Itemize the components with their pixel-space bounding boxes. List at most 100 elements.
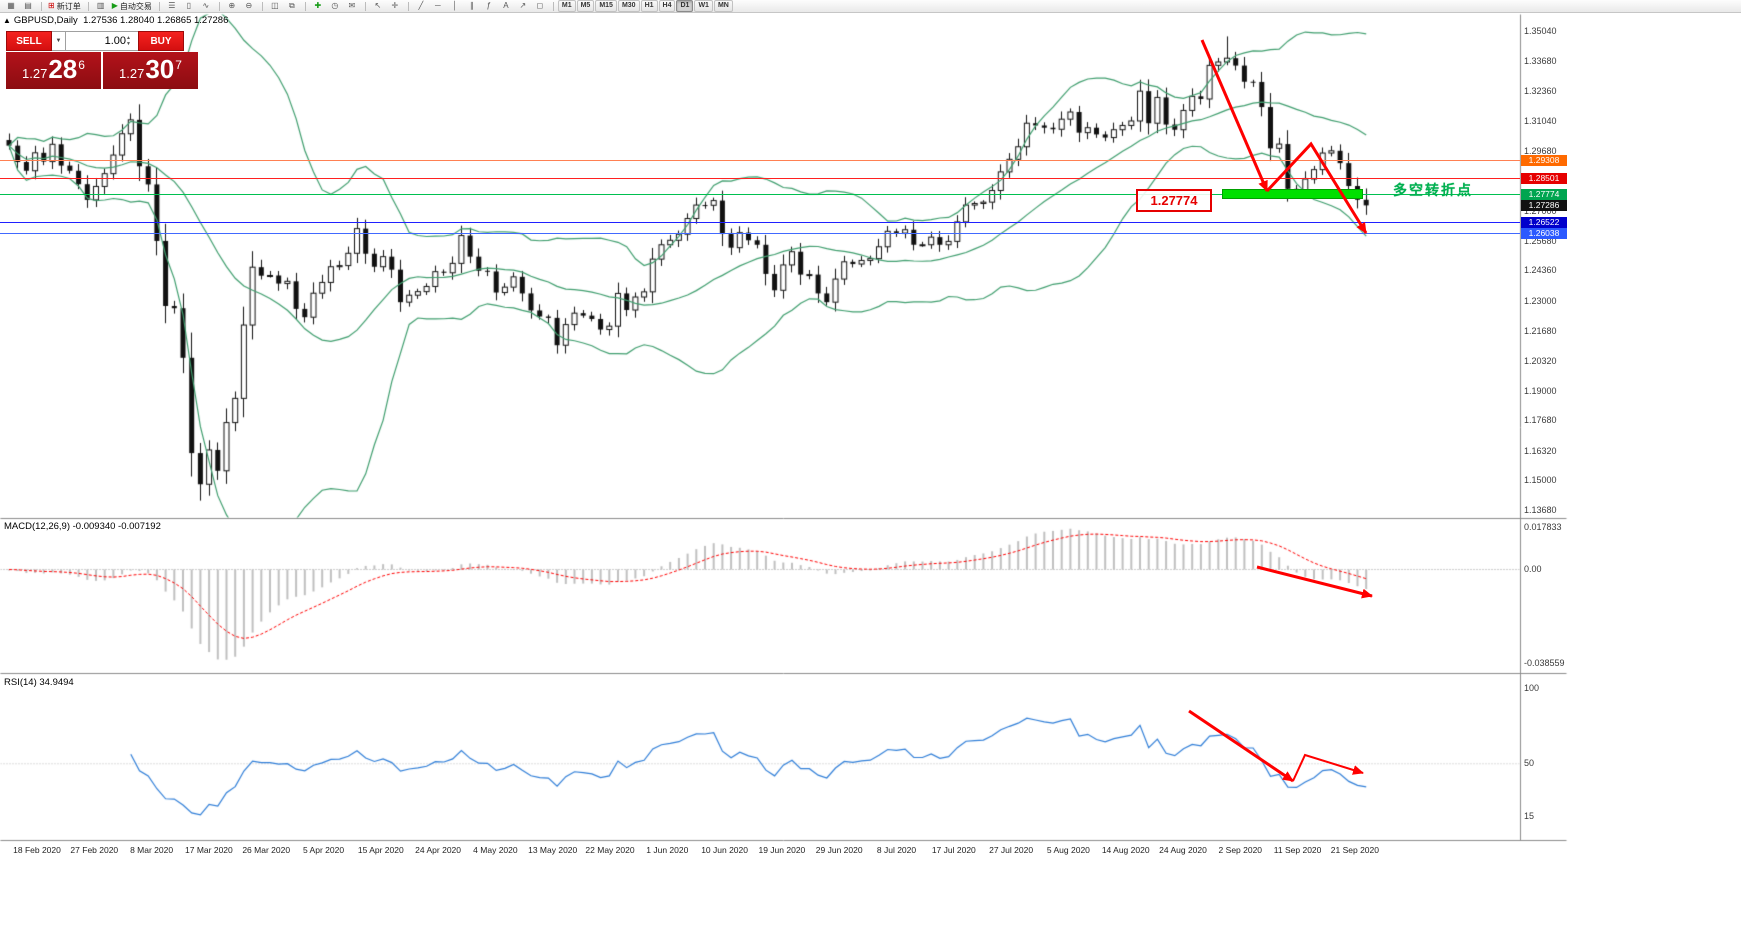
cascade-windows-icon: ⧉ bbox=[289, 1, 295, 10]
volume-dropdown[interactable]: ▼ bbox=[52, 31, 66, 51]
chart-title: ▲ GBPUSD,Daily 1.27536 1.28040 1.26865 1.… bbox=[3, 15, 228, 26]
time-axis-label: 24 Aug 2020 bbox=[1159, 845, 1207, 855]
price-level-badge: 1.29308 bbox=[1521, 154, 1567, 166]
bar-chart-button[interactable]: ☰ bbox=[164, 1, 180, 12]
sell-price-big: 28 bbox=[48, 54, 78, 84]
trendline-button[interactable]: ╱ bbox=[413, 1, 429, 12]
zoom-out-icon: ⊖ bbox=[245, 1, 253, 10]
horizontal-level-line[interactable] bbox=[0, 177, 1520, 179]
zoom-in-button[interactable]: ⊕ bbox=[224, 1, 240, 12]
horizontal-level-line[interactable] bbox=[0, 159, 1520, 161]
time-axis-label: 5 Aug 2020 bbox=[1046, 845, 1090, 855]
toolbar: ▦ ▤ ⊞ 新订单 ▥ ▶ 自动交易 ☰ ▯ ∿ ⊕ ⊖ ◫ ⧉ ✚ ◷ ✉ ↖ ✛ ╱ ─ │ ∥ ƒ A ↗ ◻ M1 M5 M15 M… bbox=[0, 0, 1741, 13]
price-tick: 1.19000 bbox=[1524, 385, 1557, 396]
crosshair-icon: ✛ bbox=[391, 1, 399, 10]
timeframe-M15[interactable]: M15 bbox=[595, 0, 617, 12]
arrows-tool-button[interactable]: ↗ bbox=[515, 1, 531, 12]
chart-profiles-button[interactable]: ▤ bbox=[20, 1, 36, 12]
horizontal-line-button[interactable]: ─ bbox=[430, 1, 446, 12]
new-chart-button[interactable]: ▦ bbox=[3, 1, 19, 12]
timeframe-MN[interactable]: MN bbox=[713, 0, 733, 12]
charts-grid-button[interactable]: ▥ bbox=[93, 1, 109, 12]
horizontal-level-line[interactable] bbox=[0, 193, 1520, 195]
timeframe-H1[interactable]: H1 bbox=[640, 0, 658, 12]
timeframe-W1[interactable]: W1 bbox=[694, 0, 713, 12]
price-tick: 1.32360 bbox=[1524, 86, 1557, 97]
periods-icon: ◷ bbox=[331, 1, 339, 10]
cursor-button[interactable]: ↖ bbox=[370, 1, 386, 12]
zoom-in-icon: ⊕ bbox=[228, 1, 236, 10]
rsi-scale-label: 15 bbox=[1524, 810, 1535, 821]
shapes-tool-button[interactable]: ◻ bbox=[532, 1, 548, 12]
horizontal-level-line[interactable] bbox=[0, 222, 1520, 224]
price-tick: 1.27000 bbox=[1524, 206, 1557, 217]
toolbar-separator bbox=[87, 1, 89, 11]
time-axis-label: 18 Feb 2020 bbox=[13, 845, 61, 855]
candlestick-chart-icon: ▯ bbox=[186, 1, 192, 10]
timeframe-D1[interactable]: D1 bbox=[676, 0, 694, 12]
line-chart-icon: ∿ bbox=[202, 1, 210, 10]
timeframe-M1[interactable]: M1 bbox=[557, 0, 576, 12]
mail-button[interactable]: ✉ bbox=[344, 1, 360, 12]
price-tick: 1.31040 bbox=[1524, 115, 1557, 126]
mail-icon: ✉ bbox=[348, 1, 356, 10]
time-axis-label: 21 Sep 2020 bbox=[1330, 845, 1379, 855]
horizontal-level-line[interactable] bbox=[0, 232, 1520, 234]
cursor-icon: ↖ bbox=[374, 1, 382, 10]
equidistant-channel-button[interactable]: ∥ bbox=[464, 1, 480, 12]
fibonacci-button[interactable]: ƒ bbox=[481, 1, 497, 12]
time-axis-label: 19 Jun 2020 bbox=[758, 845, 806, 855]
tile-windows-button[interactable]: ◫ bbox=[267, 1, 283, 12]
sell-button[interactable]: SELL bbox=[6, 31, 52, 51]
price-tick: 1.25680 bbox=[1524, 235, 1557, 246]
indicators-icon: ✚ bbox=[314, 1, 322, 10]
fibonacci-icon: ƒ bbox=[486, 1, 492, 10]
time-axis-label: 27 Jul 2020 bbox=[989, 845, 1034, 855]
candlestick-chart-button[interactable]: ▯ bbox=[181, 1, 197, 12]
price-tick: 1.17680 bbox=[1524, 415, 1557, 426]
time-axis-label: 1 Jun 2020 bbox=[646, 845, 689, 855]
price-tick: 1.16320 bbox=[1524, 445, 1557, 456]
time-axis-label: 22 May 2020 bbox=[585, 845, 635, 855]
autotrading-icon: ▶ bbox=[111, 1, 118, 10]
macd-scale-label: 0.00 bbox=[1524, 564, 1542, 574]
toolbar-separator bbox=[218, 1, 220, 11]
crosshair-button[interactable]: ✛ bbox=[387, 1, 403, 12]
buy-price-tile[interactable]: 1.27 30 7 bbox=[103, 52, 198, 89]
volume-stepper[interactable]: ▲ ▼ bbox=[126, 35, 131, 47]
periods-button[interactable]: ◷ bbox=[327, 1, 343, 12]
toolbar-separator bbox=[407, 1, 409, 11]
new-order-button[interactable]: ⊞ 新订单 bbox=[46, 1, 83, 12]
vertical-line-icon: │ bbox=[452, 1, 458, 10]
price-level-callout[interactable]: 1.27774 bbox=[1136, 189, 1212, 212]
sell-price-pip: 6 bbox=[78, 58, 85, 72]
bar-chart-icon: ☰ bbox=[168, 1, 176, 10]
timeframe-H4[interactable]: H4 bbox=[658, 0, 676, 12]
text-tool-button[interactable]: A bbox=[498, 1, 514, 12]
chart-profiles-icon: ▤ bbox=[24, 1, 32, 10]
cascade-windows-button[interactable]: ⧉ bbox=[284, 1, 300, 12]
time-axis-label: 13 May 2020 bbox=[528, 845, 578, 855]
one-click-collapse-icon[interactable]: ▲ bbox=[3, 16, 11, 25]
vertical-line-button[interactable]: │ bbox=[447, 1, 463, 12]
volume-input[interactable] bbox=[66, 31, 138, 51]
support-highlight-bar[interactable] bbox=[1222, 188, 1363, 199]
zoom-out-button[interactable]: ⊖ bbox=[241, 1, 257, 12]
price-level-badge: 1.26522 bbox=[1521, 217, 1567, 229]
new-order-icon: ⊞ bbox=[48, 1, 55, 10]
sell-price-tile[interactable]: 1.27 28 6 bbox=[6, 52, 101, 89]
time-axis-label: 17 Mar 2020 bbox=[185, 845, 233, 855]
line-chart-button[interactable]: ∿ bbox=[198, 1, 214, 12]
price-level-badge: 1.27774 bbox=[1521, 188, 1567, 200]
toolbar-separator bbox=[158, 1, 160, 11]
price-tick: 1.23000 bbox=[1524, 295, 1557, 306]
sell-price-prefix: 1.27 bbox=[22, 66, 48, 81]
chart-title-text: GBPUSD,Daily 1.27536 1.28040 1.26865 1.2… bbox=[13, 15, 229, 26]
timeframe-M5[interactable]: M5 bbox=[576, 0, 595, 12]
buy-button[interactable]: BUY bbox=[138, 31, 184, 51]
indicators-button[interactable]: ✚ bbox=[310, 1, 326, 12]
autotrading-button[interactable]: ▶ 自动交易 bbox=[110, 1, 154, 12]
trendline-icon: ╱ bbox=[418, 1, 424, 10]
timeframe-M30[interactable]: M30 bbox=[617, 0, 640, 12]
